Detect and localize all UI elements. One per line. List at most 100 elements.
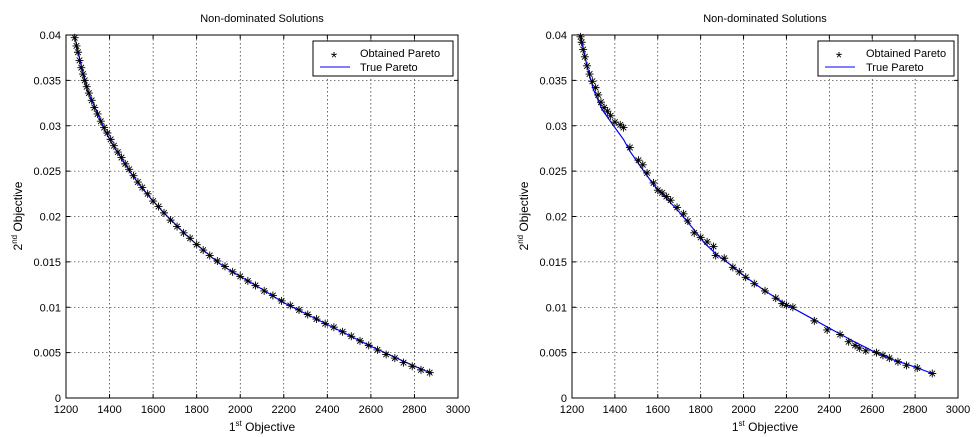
obtained-pareto-point xyxy=(179,228,188,237)
obtained-pareto-point xyxy=(75,56,84,65)
obtained-pareto-point xyxy=(80,76,89,85)
obtained-pareto-point xyxy=(303,310,312,319)
y-tick-label: 0.03 xyxy=(546,121,567,133)
y-tick-label: 0.02 xyxy=(40,212,61,224)
x-tick-label: 1800 xyxy=(184,404,208,416)
obtained-pareto-point xyxy=(109,141,118,150)
obtained-pareto-point xyxy=(893,357,902,366)
y-tick-label: 0.01 xyxy=(546,302,567,314)
obtained-pareto-point xyxy=(683,217,692,226)
x-tick-label: 2600 xyxy=(860,404,884,416)
obtained-pareto-point xyxy=(579,45,588,54)
obtained-pareto-point xyxy=(425,368,434,377)
x-tick-label: 1800 xyxy=(688,404,712,416)
obtained-pareto-point xyxy=(87,96,96,105)
x-tick-label: 3000 xyxy=(446,404,470,416)
y-axis-label: 2nd Objective xyxy=(516,181,531,250)
obtained-pareto-point xyxy=(72,41,81,50)
obtained-pareto-point xyxy=(138,183,147,192)
obtained-pareto-point xyxy=(855,344,864,353)
obtained-pareto-point xyxy=(228,267,237,276)
x-tick-label: 2000 xyxy=(731,404,755,416)
obtained-pareto-point xyxy=(213,256,222,265)
obtained-pareto-point xyxy=(643,168,652,177)
legend-label-obtained-pareto: Obtained Pareto xyxy=(360,48,440,60)
obtained-pareto-point xyxy=(588,77,597,86)
obtained-pareto-point xyxy=(78,70,87,79)
obtained-pareto-point xyxy=(399,358,408,367)
obtained-pareto-point xyxy=(851,341,860,350)
obtained-pareto-point xyxy=(577,38,586,47)
obtained-pareto-point xyxy=(600,103,609,112)
obtained-pareto-point xyxy=(82,82,91,91)
x-tick-label: 3000 xyxy=(946,404,970,416)
obtained-pareto-point xyxy=(154,202,163,211)
obtained-pareto-point xyxy=(390,354,399,363)
obtained-pareto-point xyxy=(580,52,589,61)
obtained-pareto-point xyxy=(711,251,720,260)
obtained-pareto-point xyxy=(872,348,881,357)
obtained-pareto-point xyxy=(591,83,600,92)
obtained-pareto-point xyxy=(192,240,201,249)
obtained-pareto-series xyxy=(70,33,434,377)
y-tick-label: 0.04 xyxy=(546,30,567,42)
obtained-pareto-point xyxy=(720,254,729,263)
obtained-pareto-point xyxy=(129,171,138,180)
x-tick-label: 1400 xyxy=(97,404,121,416)
obtained-pareto-point xyxy=(653,186,662,195)
y-tick-label: 0 xyxy=(561,393,567,405)
x-tick-label: 2200 xyxy=(272,404,296,416)
obtained-pareto-point xyxy=(902,361,911,370)
obtained-pareto-point xyxy=(928,369,937,378)
obtained-pareto-point xyxy=(236,272,245,281)
obtained-pareto-point xyxy=(84,89,93,98)
obtained-pareto-point xyxy=(96,117,105,126)
x-tick-label: 1600 xyxy=(646,404,670,416)
obtained-pareto-point xyxy=(673,203,682,212)
obtained-pareto-point xyxy=(844,337,853,346)
obtained-pareto-point xyxy=(679,209,688,218)
y-tick-label: 0.035 xyxy=(539,75,567,87)
obtained-pareto-point xyxy=(251,281,260,290)
x-tick-label: 2200 xyxy=(774,404,798,416)
x-tick-label: 1200 xyxy=(54,404,78,416)
obtained-pareto-point xyxy=(585,70,594,79)
obtained-pareto-point xyxy=(70,33,79,42)
obtained-pareto-point xyxy=(619,123,628,132)
obtained-pareto-point xyxy=(347,332,356,341)
legend-marker-obtained-pareto: * xyxy=(331,50,337,67)
obtained-pareto-point xyxy=(728,263,737,272)
obtained-pareto-point xyxy=(778,299,787,308)
obtained-pareto-point xyxy=(638,160,647,169)
obtained-pareto-point xyxy=(771,294,780,303)
obtained-pareto-point xyxy=(603,107,612,116)
x-axis-ticks: 1200 1400 1600 1800 2000 2200 2400 2600 2800 3000 xyxy=(54,35,470,416)
obtained-pareto-point xyxy=(885,354,894,363)
x-axis-ticks: 1200 1400 1600 1800 2000 2200 2400 2600 2800 3000 xyxy=(560,35,970,416)
obtained-pareto-point xyxy=(220,262,229,271)
obtained-pareto-point xyxy=(703,237,712,246)
obtained-pareto-point xyxy=(338,327,347,336)
legend: * Obtained Pareto True Pareto xyxy=(312,40,454,77)
obtained-pareto-point xyxy=(913,364,922,373)
obtained-pareto-point xyxy=(596,98,605,107)
y-tick-label: 0.01 xyxy=(40,302,61,314)
obtained-pareto-point xyxy=(106,135,115,144)
x-tick-label: 2400 xyxy=(315,404,339,416)
obtained-pareto-point xyxy=(133,178,142,187)
obtained-pareto-point xyxy=(149,197,158,206)
obtained-pareto-point xyxy=(750,279,759,288)
y-tick-label: 0.04 xyxy=(40,30,61,42)
obtained-pareto-point xyxy=(117,153,126,162)
obtained-pareto-point xyxy=(143,189,152,198)
y-tick-label: 0.015 xyxy=(33,257,61,269)
obtained-pareto-point xyxy=(408,362,417,371)
x-tick-label: 2800 xyxy=(402,404,426,416)
obtained-pareto-point xyxy=(160,208,168,217)
obtained-pareto-point xyxy=(321,319,330,328)
obtained-pareto-point xyxy=(810,316,819,325)
obtained-pareto-point xyxy=(606,111,615,120)
legend-label-true-pareto: True Pareto xyxy=(866,62,924,74)
obtained-pareto-point xyxy=(93,109,102,118)
